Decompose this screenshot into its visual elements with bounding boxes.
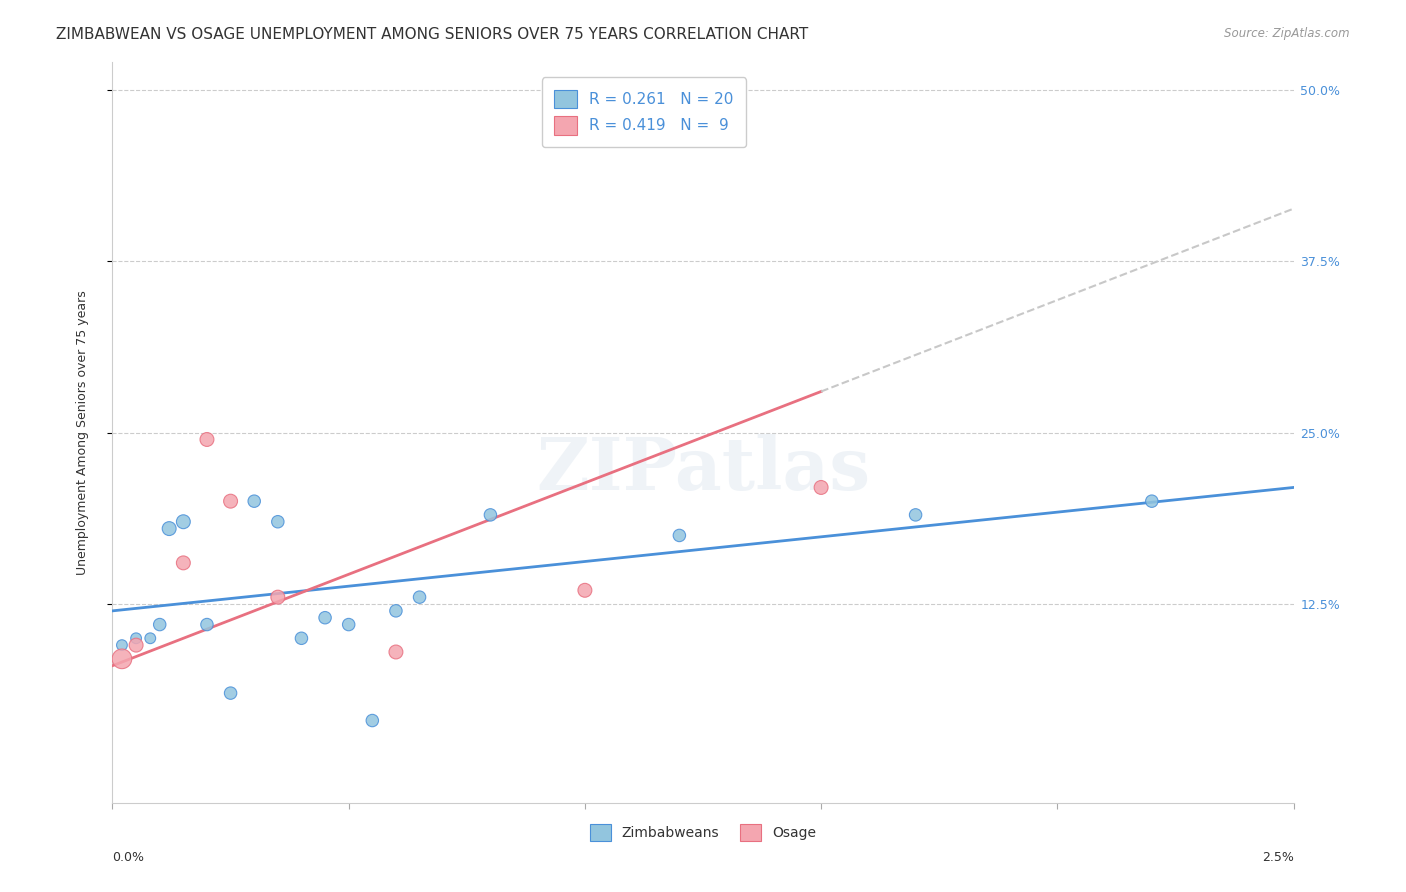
Text: 2.5%: 2.5% (1261, 851, 1294, 864)
Point (111, 652, 134, 666)
Point (385, 604, 408, 618)
Point (139, 632, 162, 646)
Point (574, 583, 596, 598)
Text: ZIPatlas: ZIPatlas (536, 434, 870, 505)
Point (385, 645, 408, 659)
Point (337, 617, 360, 632)
Point (219, 494, 242, 508)
Point (172, 556, 194, 570)
Point (243, 494, 266, 508)
Point (219, 686, 242, 700)
Point (172, 515, 194, 529)
Point (125, 638, 148, 652)
Text: Source: ZipAtlas.com: Source: ZipAtlas.com (1225, 27, 1350, 40)
Point (668, 528, 690, 542)
Point (290, 632, 312, 646)
Point (408, 590, 430, 604)
Legend: Zimbabweans, Osage: Zimbabweans, Osage (583, 817, 823, 847)
Point (195, 617, 218, 632)
Point (157, 522, 180, 536)
Point (111, 638, 134, 652)
Point (267, 590, 290, 604)
Point (904, 508, 927, 522)
Point (810, 480, 832, 494)
Text: ZIMBABWEAN VS OSAGE UNEMPLOYMENT AMONG SENIORS OVER 75 YEARS CORRELATION CHART: ZIMBABWEAN VS OSAGE UNEMPLOYMENT AMONG S… (56, 27, 808, 42)
Point (479, 508, 502, 522)
Point (267, 515, 290, 529)
Point (125, 632, 148, 646)
Point (1140, 494, 1163, 508)
Point (361, 714, 384, 728)
Point (149, 617, 172, 632)
Text: 0.0%: 0.0% (112, 851, 145, 864)
Point (195, 433, 218, 447)
Y-axis label: Unemployment Among Seniors over 75 years: Unemployment Among Seniors over 75 years (76, 290, 89, 575)
Point (314, 610, 336, 624)
